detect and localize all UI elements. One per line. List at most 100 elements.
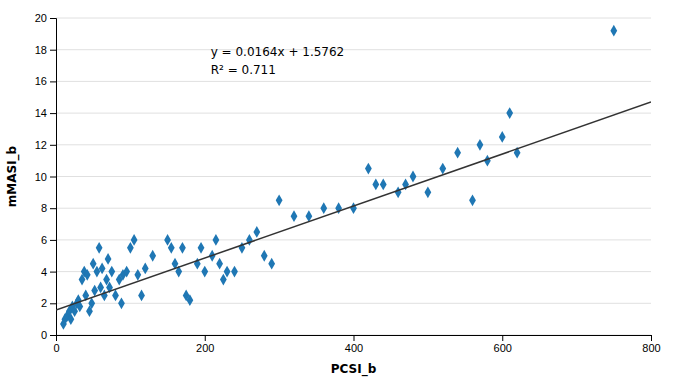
tick: 200 [196,335,214,354]
tick-mark [502,335,503,341]
y-axis-title: mMASI_b [5,145,20,207]
marks [56,25,651,330]
tick-mark [50,177,56,178]
grid-line [56,18,651,19]
tick-label: 10 [35,171,47,183]
point [380,179,387,191]
annotation: R² = 0.711 [211,63,276,77]
point [253,226,260,238]
point [134,269,141,281]
point [149,250,156,262]
point [164,234,171,246]
grid-line [56,303,651,304]
point [477,139,484,151]
tick: 10 [35,171,56,183]
point [96,242,103,254]
point [320,202,327,214]
point [350,202,357,214]
axis-line [50,19,57,336]
tick-label: 2 [41,297,47,309]
point [439,163,446,175]
point [101,289,108,301]
point [365,163,372,175]
point [142,263,149,275]
point [138,289,145,301]
tick-mark [50,18,56,19]
tick-label: 800 [642,342,660,354]
tick: 0 [53,335,59,354]
tick-mark [50,335,56,336]
point [469,194,476,206]
tick: 600 [494,335,512,354]
point [105,253,112,265]
tick: 18 [35,44,56,56]
point [506,107,513,119]
point [127,242,134,254]
annotations: y = 0.0164x + 1.5762 R² = 0.711 [211,45,345,77]
tick: 4 [41,266,56,278]
tick-label: 400 [345,342,363,354]
tick-label: 200 [196,342,214,354]
point [131,234,138,246]
grid-line [56,176,651,177]
point [112,289,119,301]
tick-mark [651,335,652,341]
point [291,210,298,222]
point [84,269,91,281]
grid-line [56,113,651,114]
tick: 2 [41,297,56,309]
tick-label: 8 [41,202,47,214]
axis-line [57,336,652,342]
grid-line [56,144,651,145]
point [118,297,125,309]
point [395,186,402,198]
tick-label: 600 [494,342,512,354]
tick-mark [50,272,56,273]
point [90,258,97,270]
tick-label: 0 [41,329,47,341]
point [123,266,130,278]
chart: 0 200 400 600 800 0 2 4 6 8 10 12 14 16 18 20 y = 0.0164… [0,0,675,381]
tick-label: 18 [35,44,47,56]
tick-mark [354,335,355,341]
x-axis-title: PCSI_b [331,362,377,377]
tick-label: 6 [41,234,47,246]
tick: 6 [41,234,56,246]
tick-label: 0 [53,342,59,354]
tick: 400 [345,335,363,354]
grid-line [56,239,651,240]
x-axis: 0 200 400 600 800 [53,335,660,354]
point [261,250,268,262]
point [67,313,74,325]
tick: 0 [41,329,56,341]
y-axis: 0 2 4 6 8 10 12 14 16 18 20 [35,12,57,341]
grid [56,18,651,335]
tick-label: 20 [35,12,47,24]
point [276,194,283,206]
tick: 14 [35,107,56,119]
point [88,297,95,309]
grid-line [56,81,651,82]
point [168,242,175,254]
tick-mark [50,113,56,114]
tick-label: 16 [35,75,47,87]
point [213,234,220,246]
point [268,258,275,270]
point [201,266,208,278]
tick-mark [50,240,56,241]
tick: 20 [35,12,56,24]
point [216,258,223,270]
point [454,147,461,159]
point [499,131,506,143]
point [186,294,193,306]
point [198,242,205,254]
trend-line [56,102,651,310]
point [179,242,186,254]
annotation: y = 0.0164x + 1.5762 [211,45,345,59]
plot: 0 200 400 600 800 0 2 4 6 8 10 12 14 16 18 20 [35,12,661,354]
point [610,25,617,37]
tick-label: 12 [35,139,47,151]
tick: 12 [35,139,56,151]
point [91,285,98,297]
tick-mark [50,208,56,209]
